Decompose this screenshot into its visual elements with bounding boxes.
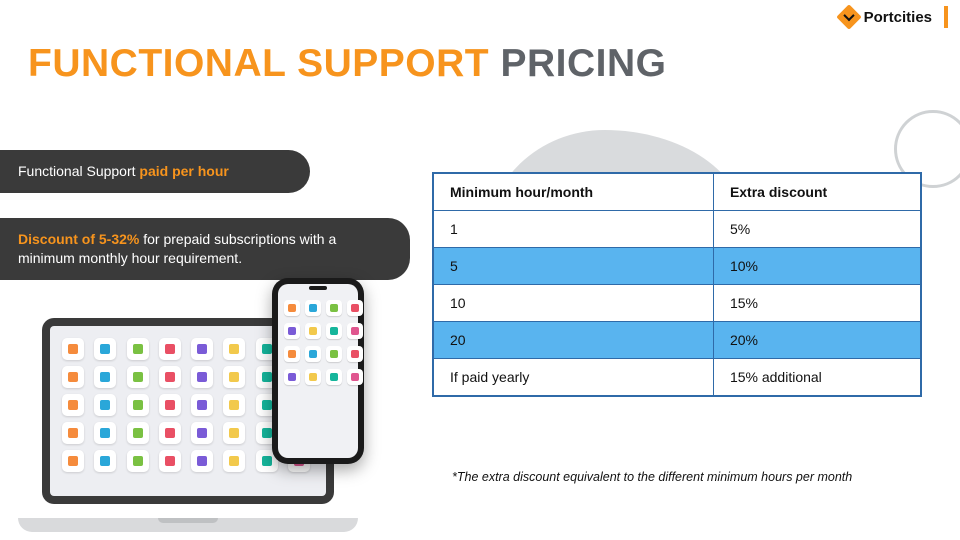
app-tile-icon — [326, 346, 342, 362]
app-tile-icon — [326, 323, 342, 339]
table-cell: 5 — [434, 248, 714, 285]
app-tile-icon — [305, 369, 321, 385]
app-tile-icon — [159, 366, 181, 388]
app-tile-icon — [127, 394, 149, 416]
app-tile-icon — [127, 338, 149, 360]
brand-accent-bar — [944, 6, 948, 28]
table-cell: 10 — [434, 285, 714, 322]
app-tile-icon — [159, 394, 181, 416]
app-tile-icon — [223, 338, 245, 360]
phone-app-grid — [278, 284, 358, 458]
app-tile-icon — [191, 394, 213, 416]
callout-accent: Discount of 5-32% — [18, 231, 139, 247]
table-row: If paid yearly15% additional — [434, 359, 921, 396]
app-tile-icon — [284, 369, 300, 385]
app-tile-icon — [62, 394, 84, 416]
table-cell: 20% — [713, 322, 920, 359]
app-tile-icon — [347, 346, 363, 362]
app-tile-icon — [305, 300, 321, 316]
app-tile-icon — [223, 450, 245, 472]
table-cell: 10% — [713, 248, 920, 285]
table-cell: If paid yearly — [434, 359, 714, 396]
table-cell: 15% — [713, 285, 920, 322]
table-header: Minimum hour/month — [434, 174, 714, 211]
brand-logo: Portcities — [840, 6, 948, 28]
app-tile-icon — [347, 300, 363, 316]
app-tile-icon — [326, 369, 342, 385]
app-tile-icon — [284, 323, 300, 339]
page-title-part1: FUNCTIONAL SUPPORT — [28, 42, 489, 85]
app-tile-icon — [305, 323, 321, 339]
callout-accent: paid per hour — [139, 163, 228, 179]
app-tile-icon — [127, 422, 149, 444]
table-row: 15% — [434, 211, 921, 248]
app-tile-icon — [305, 346, 321, 362]
table-header: Extra discount — [713, 174, 920, 211]
app-tile-icon — [62, 366, 84, 388]
app-tile-icon — [284, 346, 300, 362]
app-tile-icon — [326, 300, 342, 316]
app-tile-icon — [94, 450, 116, 472]
app-tile-icon — [159, 450, 181, 472]
app-tile-icon — [223, 422, 245, 444]
table-footnote: *The extra discount equivalent to the di… — [452, 470, 852, 484]
table-row: 1015% — [434, 285, 921, 322]
table-cell: 5% — [713, 211, 920, 248]
phone-notch — [309, 286, 327, 290]
callout-discount: Discount of 5-32% for prepaid subscripti… — [0, 218, 410, 280]
brand-mark-icon — [836, 4, 861, 29]
app-tile-icon — [127, 366, 149, 388]
laptop-base — [18, 518, 358, 532]
table-cell: 1 — [434, 211, 714, 248]
brand-name: Portcities — [864, 9, 932, 26]
app-tile-icon — [191, 422, 213, 444]
app-tile-icon — [62, 422, 84, 444]
pricing-table: Minimum hour/month Extra discount 15%510… — [432, 172, 922, 397]
table-cell: 15% additional — [713, 359, 920, 396]
table-row: 510% — [434, 248, 921, 285]
app-tile-icon — [127, 450, 149, 472]
table-header-row: Minimum hour/month Extra discount — [434, 174, 921, 211]
app-tile-icon — [284, 300, 300, 316]
page-title-part2: PRICING — [489, 42, 666, 85]
app-tile-icon — [94, 394, 116, 416]
app-tile-icon — [191, 366, 213, 388]
app-tile-icon — [159, 338, 181, 360]
app-tile-icon — [62, 338, 84, 360]
table-row: 2020% — [434, 322, 921, 359]
table-cell: 20 — [434, 322, 714, 359]
app-tile-icon — [347, 369, 363, 385]
phone-mockup — [272, 278, 364, 464]
app-tile-icon — [94, 338, 116, 360]
app-tile-icon — [191, 338, 213, 360]
page-title: FUNCTIONAL SUPPORT PRICING — [28, 42, 666, 86]
app-tile-icon — [94, 422, 116, 444]
callout-paid-per-hour: Functional Support paid per hour — [0, 150, 310, 193]
app-tile-icon — [223, 366, 245, 388]
app-tile-icon — [223, 394, 245, 416]
app-tile-icon — [159, 422, 181, 444]
app-tile-icon — [94, 366, 116, 388]
device-illustration — [18, 296, 418, 532]
app-tile-icon — [191, 450, 213, 472]
app-tile-icon — [347, 323, 363, 339]
callout-text: Functional Support — [18, 163, 139, 179]
app-tile-icon — [62, 450, 84, 472]
